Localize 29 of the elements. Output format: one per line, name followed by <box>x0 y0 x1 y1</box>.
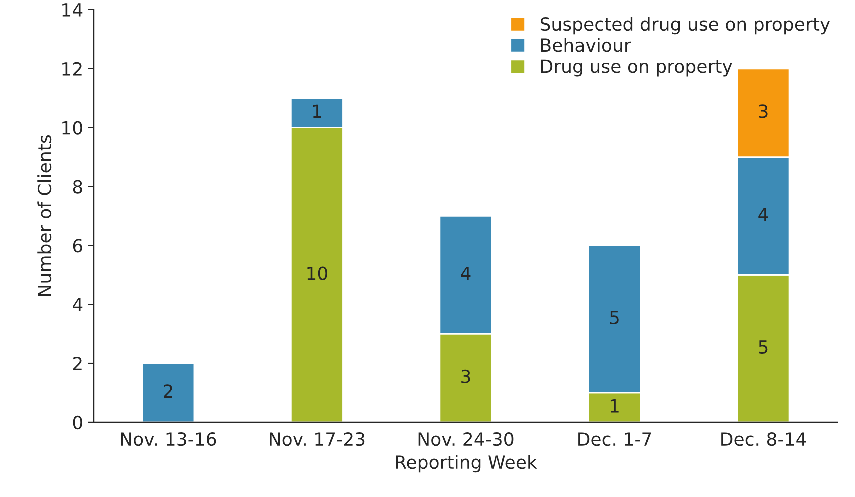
x-tick-label: Nov. 13-16 <box>121 432 216 446</box>
x-tick-label: Nov. 24-30 <box>418 432 514 446</box>
data-label: 5 <box>759 340 768 354</box>
data-label: 3 <box>759 104 768 118</box>
y-tick-label: 14 <box>62 4 83 17</box>
y-axis-title: Number of Clients <box>38 136 52 296</box>
data-label: 10 <box>308 266 328 280</box>
legend-label: Suspected drug use on property <box>540 17 830 35</box>
data-label: 5 <box>610 311 619 325</box>
x-tick-label: Nov. 17-23 <box>270 432 365 446</box>
y-tick-label: 4 <box>73 298 83 312</box>
y-tick-label: 2 <box>73 356 82 370</box>
y-tick-label: 12 <box>62 62 82 76</box>
legend-label: Drug use on property <box>542 60 732 77</box>
data-label: 3 <box>462 370 470 384</box>
data-label: 4 <box>461 266 471 280</box>
data-label: 4 <box>758 208 768 222</box>
y-tick-label: 8 <box>73 180 82 194</box>
bar <box>142 362 196 422</box>
data-label: 1 <box>313 104 322 118</box>
x-tick-label: Dec. 1-7 <box>578 432 652 446</box>
data-label: 1 <box>610 400 619 413</box>
data-label: 2 <box>164 384 172 398</box>
legend-label: Behaviour <box>542 38 632 52</box>
y-tick-label: 10 <box>62 121 82 135</box>
y-tick-label: 6 <box>73 239 82 253</box>
x-tick-label: Dec. 8-14 <box>722 432 806 446</box>
x-axis-title: Reporting Week <box>396 455 538 473</box>
y-tick-label: 0 <box>73 416 82 430</box>
